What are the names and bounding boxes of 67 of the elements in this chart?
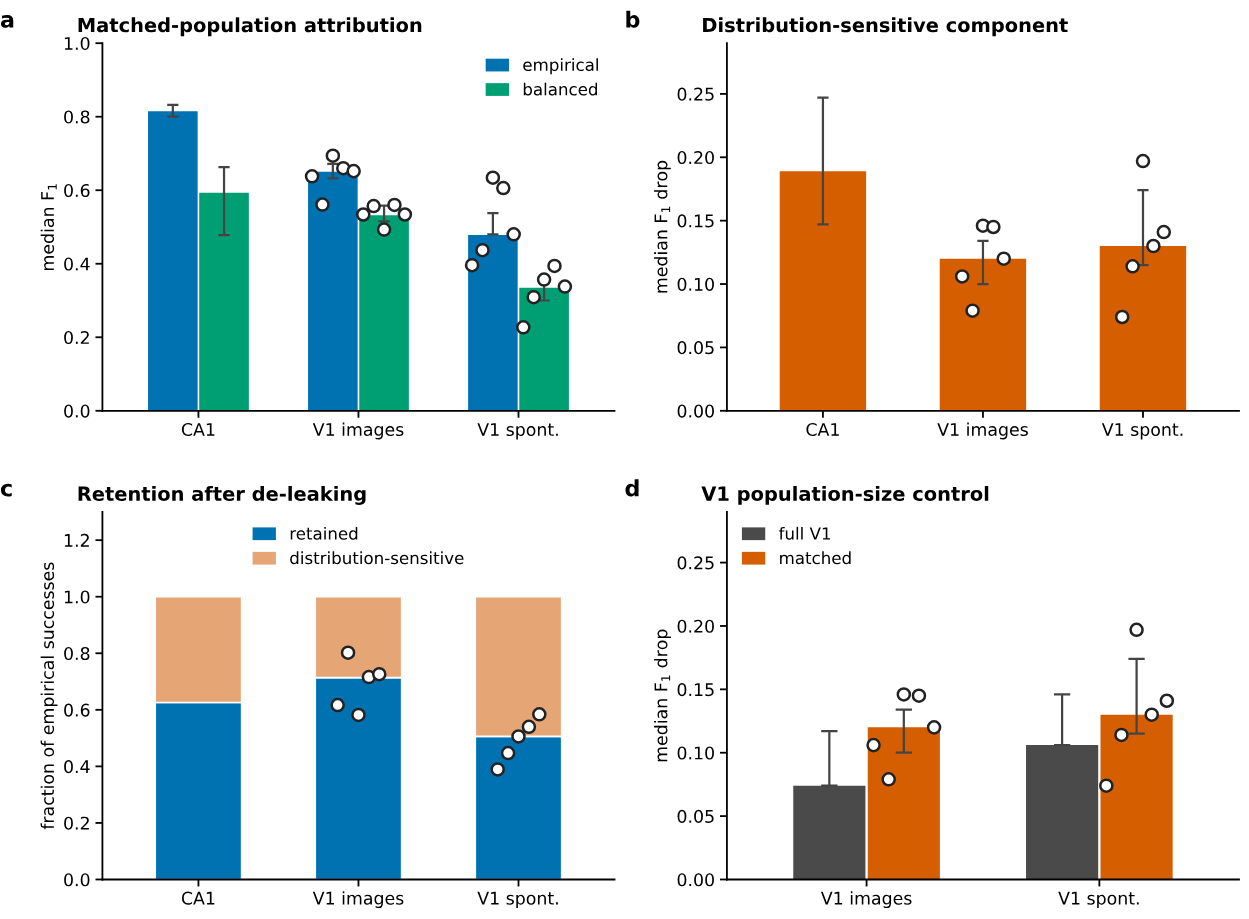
bar [1026, 745, 1099, 880]
y-tick-label: 0.25 [677, 556, 714, 570]
x-tick-label: CA1 [806, 422, 839, 437]
legend-label: full V1 [778, 526, 831, 540]
x-tick-label: CA1 [181, 891, 215, 905]
y-axis-title: median F$_{1}$ drop [654, 629, 671, 762]
bar [359, 215, 409, 411]
y-axis-title: median F$_{1}$ drop [654, 160, 671, 293]
y-tick-label: 0.0 [64, 404, 90, 418]
legend-label: distribution-sensitive [290, 551, 464, 565]
text: a [0, 15, 14, 28]
y-tick-label: 0.20 [677, 150, 714, 165]
chart-title: Matched-population attribution [78, 17, 422, 37]
y-tick-label: 0.15 [677, 214, 714, 228]
bar [148, 111, 198, 411]
y-tick-label: 0.10 [677, 277, 714, 291]
y-tick-label: 0.2 [64, 330, 89, 345]
legend-label: matched [780, 551, 851, 565]
y-tick-label: 0.6 [64, 183, 90, 198]
bar [1099, 246, 1187, 411]
y-tick-label: 1.0 [64, 590, 90, 604]
y-tick-label: 0.25 [677, 87, 714, 101]
y-tick-label: 0.8 [64, 110, 90, 124]
y-tick-label: 0.00 [677, 873, 714, 887]
bar [199, 192, 249, 411]
chart-title: Distribution-sensitive component [703, 17, 1068, 37]
bar [1100, 714, 1173, 880]
y-tick-label: 0.05 [677, 809, 714, 823]
x-tick-label: V1 spont. [477, 423, 558, 440]
bar [793, 785, 866, 880]
bar [468, 235, 518, 411]
legend-label: empirical [523, 58, 598, 75]
legend-label: balanced [523, 82, 597, 96]
text: c [0, 483, 12, 497]
y-tick-label: 1.2 [64, 533, 89, 547]
y-tick-label: 1.0 [64, 36, 90, 51]
y-tick-label: 0.6 [64, 703, 90, 717]
x-tick-label: V1 images [820, 891, 912, 909]
chart-title: Retention after de-leaking [78, 486, 366, 505]
x-tick-label: CA1 [181, 422, 215, 437]
y-tick-label: 0.4 [64, 760, 90, 774]
text: b [626, 10, 640, 28]
x-tick-label: V1 spont. [477, 891, 558, 909]
y-axis-title: median F$_{1}$ [40, 184, 57, 270]
bar [308, 171, 358, 411]
y-tick-label: 0.8 [64, 646, 90, 661]
bar [939, 258, 1027, 411]
x-tick-label: V1 spont. [1058, 891, 1139, 909]
text: d [625, 479, 639, 497]
x-tick-label: V1 images [937, 422, 1028, 440]
x-tick-label: V1 spont. [1101, 423, 1183, 440]
chart-title: V1 population-size control [701, 486, 989, 505]
legend-label: retained [290, 526, 358, 540]
y-tick-label: 0.10 [677, 746, 714, 760]
bar [779, 171, 867, 411]
y-tick-label: 0.15 [677, 683, 714, 697]
bar [519, 287, 569, 411]
y-tick-label: 0.4 [64, 257, 90, 271]
x-tick-label: V1 images [312, 422, 404, 440]
y-tick-label: 0.2 [64, 816, 89, 830]
bar [867, 727, 940, 880]
y-axis-title: fraction of empirical successes [40, 562, 58, 830]
y-tick-label: 0.00 [677, 404, 714, 418]
x-tick-label: V1 images [312, 891, 404, 909]
y-tick-label: 0.0 [64, 873, 90, 887]
y-tick-label: 0.20 [677, 619, 714, 633]
y-tick-label: 0.05 [677, 341, 714, 355]
